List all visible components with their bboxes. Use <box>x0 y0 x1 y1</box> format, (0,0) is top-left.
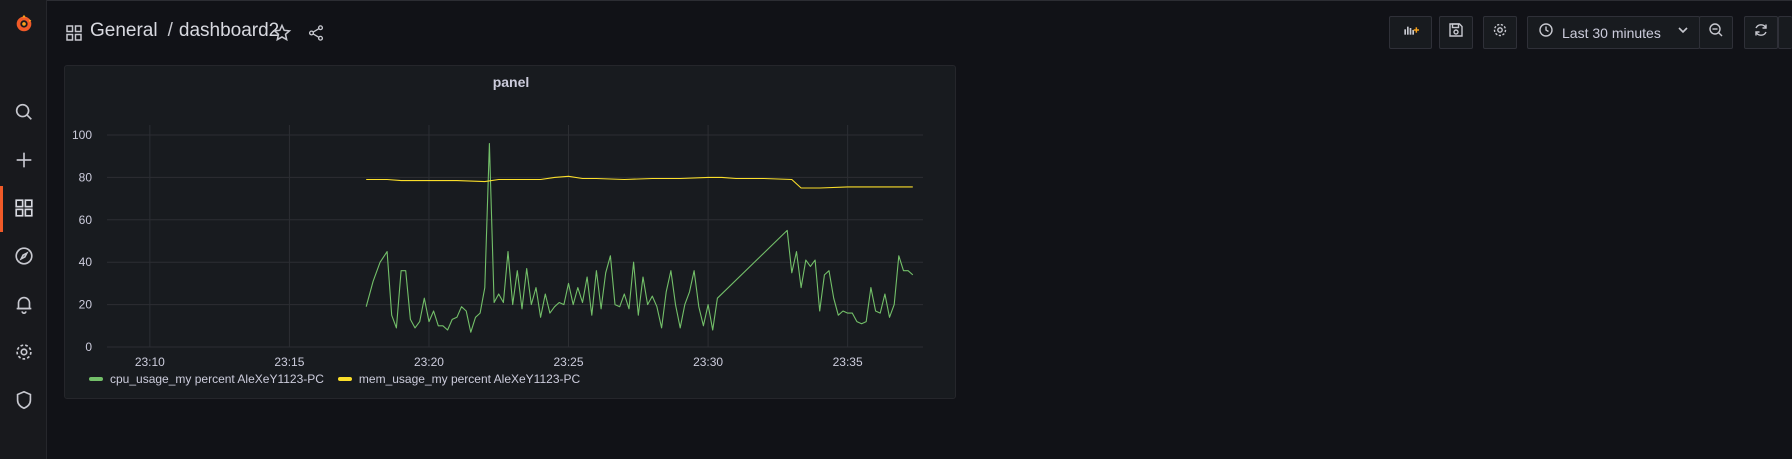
x-tick-label: 23:25 <box>554 355 584 369</box>
time-series-chart: 0 20 40 60 80 100 23:10 23:15 23:20 23:25 23:30 23:… <box>72 125 923 369</box>
time-range-picker[interactable]: Last 30 minutes <box>1527 16 1700 49</box>
save-dashboard-button[interactable] <box>1439 16 1473 49</box>
y-tick-label: 80 <box>79 170 93 184</box>
dashboard-settings-icon <box>1492 22 1508 43</box>
legend-label: mem_usage_my percent AleXeY1123-PC <box>358 372 581 386</box>
add-panel-button[interactable] <box>1389 16 1432 49</box>
dashboards-grid-icon[interactable] <box>11 195 37 221</box>
dashboard-settings-button[interactable] <box>1483 16 1517 49</box>
star-icon[interactable] <box>271 22 293 44</box>
dashboard-apps-icon <box>65 24 83 42</box>
server-admin-shield-icon[interactable] <box>11 387 37 413</box>
clock-icon <box>1538 22 1554 43</box>
refresh-interval-picker[interactable] <box>1778 16 1792 49</box>
active-indicator <box>0 186 3 232</box>
legend-label: cpu_usage_my percent AleXeY1123-PC <box>110 372 324 386</box>
legend-item[interactable]: mem_usage_my percent AleXeY1123-PC <box>337 372 581 386</box>
alerting-bell-icon[interactable] <box>11 291 37 317</box>
y-tick-label: 100 <box>72 128 92 142</box>
breadcrumb: General / dashboard2 <box>90 20 279 42</box>
legend-swatch <box>337 377 352 381</box>
y-tick-label: 40 <box>79 255 93 269</box>
y-tick-label: 20 <box>79 298 93 312</box>
x-tick-label: 23:20 <box>414 355 444 369</box>
add-panel-icon <box>1403 22 1419 43</box>
save-dashboard-icon <box>1448 22 1464 43</box>
breadcrumb-folder[interactable]: General <box>90 20 158 41</box>
x-tick-label: 23:10 <box>135 355 165 369</box>
chevron-down-icon <box>1675 22 1691 43</box>
grafana-logo-icon[interactable] <box>11 10 37 36</box>
legend-swatch <box>89 377 103 381</box>
breadcrumb-separator: / <box>167 20 173 41</box>
configuration-gear-icon[interactable] <box>11 339 37 365</box>
explore-compass-icon[interactable] <box>11 243 37 269</box>
refresh-icon <box>1753 22 1769 43</box>
create-plus-icon[interactable] <box>11 147 37 173</box>
top-border <box>0 0 1792 1</box>
graph-panel[interactable]: panel 0 20 40 60 80 100 23:10 23:15 23:20 23:25 23… <box>64 65 956 399</box>
x-tick-label: 23:35 <box>833 355 863 369</box>
x-tick-label: 23:15 <box>274 355 304 369</box>
dashboard-title[interactable]: dashboard2 <box>178 20 280 41</box>
series-line-cpu <box>365 142 914 333</box>
dashboard-header: General / dashboard2 Last 30 minutes <box>47 0 1792 64</box>
search-icon[interactable] <box>11 99 37 125</box>
panel-title[interactable]: panel <box>492 74 530 90</box>
zoom-out-button[interactable] <box>1699 16 1733 49</box>
chart-legend: cpu_usage_my percent AleXeY1123-PC mem_us… <box>89 372 594 386</box>
x-tick-label: 23:30 <box>693 355 723 369</box>
series-line-mem <box>366 175 913 189</box>
share-icon[interactable] <box>305 22 327 44</box>
legend-item[interactable]: cpu_usage_my percent AleXeY1123-PC <box>89 372 324 386</box>
y-tick-label: 60 <box>79 213 93 227</box>
sidebar-nav <box>0 0 47 459</box>
y-tick-label: 0 <box>85 340 92 354</box>
zoom-out-icon <box>1708 22 1724 43</box>
time-range-label: Last 30 minutes <box>1562 24 1661 41</box>
refresh-button[interactable] <box>1744 16 1778 49</box>
